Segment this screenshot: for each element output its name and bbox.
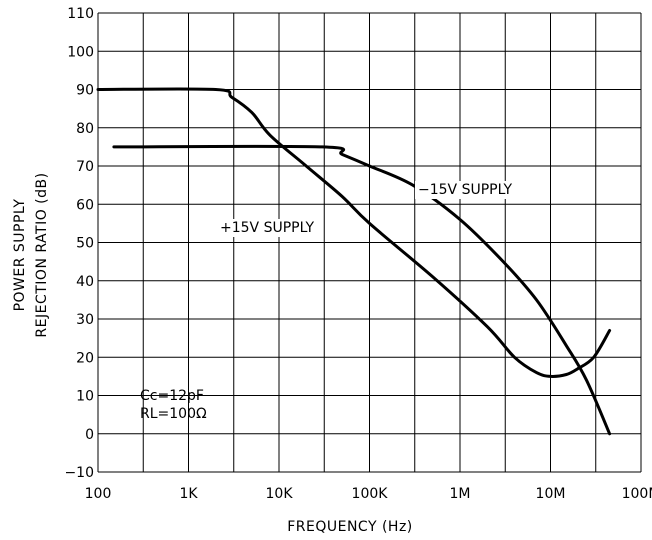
y-tick-label: 30 xyxy=(76,312,94,328)
y-axis-title-line2: REJECTION RATIO (dB) xyxy=(34,172,50,337)
x-tick-label: 10K xyxy=(266,486,294,502)
label-backing xyxy=(415,181,516,199)
y-tick-label: 80 xyxy=(76,121,94,137)
y-tick-label: 70 xyxy=(76,159,94,175)
y-tick-labels: −10 0 10 20 30 40 50 60 70 80 90 100 110 xyxy=(64,6,94,481)
x-tick-label: 10M xyxy=(536,486,566,502)
y-tick-label: 90 xyxy=(76,83,94,99)
series-line-minus-15v xyxy=(112,144,612,436)
x-tick-label: 100K xyxy=(352,486,389,502)
y-tick-label: 40 xyxy=(76,274,94,290)
rl-annotation: RL=100Ω xyxy=(140,406,207,422)
x-tick-label: 1K xyxy=(179,486,198,502)
y-tick-label: 100 xyxy=(67,44,94,60)
y-axis-title-line1: POWER SUPPLY xyxy=(12,199,28,312)
grid xyxy=(97,12,642,473)
series-layer xyxy=(96,87,612,436)
x-tick-label: 100 xyxy=(85,486,112,502)
y-tick-label: 0 xyxy=(85,427,94,443)
series-line-plus-15v xyxy=(96,87,612,378)
x-tick-labels: 100 1K 10K 100K 1M 10M 100M xyxy=(85,486,652,502)
x-axis-title: FREQUENCY (Hz) xyxy=(287,519,413,535)
y-tick-label: 110 xyxy=(67,6,94,22)
cc-annotation: Cc=12pF xyxy=(140,388,204,404)
y-tick-label: −10 xyxy=(64,465,94,481)
x-tick-label: 1M xyxy=(450,486,471,502)
y-tick-label: 20 xyxy=(76,350,94,366)
label-backing xyxy=(217,219,318,237)
minus-15v-label: −15V SUPPLY xyxy=(418,182,513,198)
x-tick-label: 100M xyxy=(622,486,652,502)
plus-15v-label: +15V SUPPLY xyxy=(220,220,315,236)
y-tick-label: 60 xyxy=(76,197,94,213)
y-tick-label: 50 xyxy=(76,236,94,252)
y-tick-label: 10 xyxy=(76,389,94,405)
